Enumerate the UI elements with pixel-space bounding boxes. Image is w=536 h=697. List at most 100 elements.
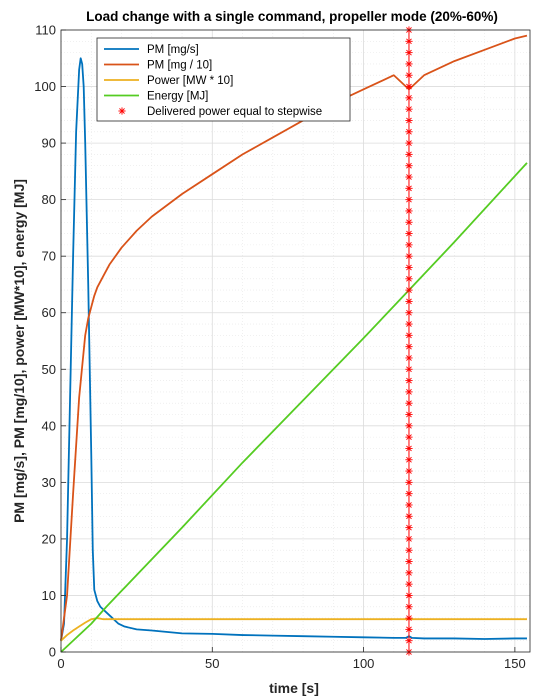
y-tick-label: 20 [42,531,56,546]
plot-frame [60,29,531,653]
star-marker [405,422,413,430]
star-marker [405,637,413,645]
y-tick-label: 40 [42,418,56,433]
star-marker-stroke [406,615,412,621]
star-marker-stroke [406,287,412,293]
series-line-pm-mg-s [60,57,527,641]
star-marker [405,252,413,260]
star-marker-stroke [406,411,412,418]
star-marker [405,478,413,486]
star-marker-stroke [406,592,412,599]
star-marker [118,107,126,115]
y-tick-label: 10 [42,588,56,603]
series-line-pm-mg-10 [60,34,528,641]
star-marker-stroke [406,128,412,135]
star-marker [405,625,413,633]
star-marker-stroke [406,83,412,90]
series-delivered-power-markers [405,26,413,656]
star-marker [405,410,413,419]
y-tick-label: 60 [42,305,56,320]
star-marker-stroke [406,547,412,554]
star-marker [405,207,413,215]
star-marker [405,286,413,294]
star-marker [405,128,413,136]
chart-title: Load change with a single command, prope… [86,9,498,24]
x-tick-label: 50 [205,656,219,671]
star-marker-stroke [406,524,412,531]
star-marker-stroke [406,434,412,440]
star-marker-stroke [406,185,412,192]
star-marker [405,433,413,441]
star-marker [405,343,413,351]
star-marker [405,173,413,181]
star-marker-stroke [406,242,412,248]
star-marker-stroke [406,626,412,633]
star-marker-stroke [406,140,412,146]
star-marker [405,229,413,238]
star-marker [405,105,413,113]
star-marker-stroke [406,445,412,452]
y-tick-label: 0 [49,645,56,660]
series-line-energy-mj [60,162,528,653]
star-marker-stroke [406,264,412,271]
star-marker [405,546,413,554]
star-marker [405,82,413,91]
star-marker [405,603,413,611]
y-axis-label: PM [mg/s], PM [mg/10], power [MW*10], en… [11,179,27,523]
star-marker-stroke [406,343,412,350]
star-marker [405,297,413,306]
star-marker [405,354,413,362]
star-marker [405,614,413,622]
y-tick-label: 110 [35,23,56,38]
star-marker [405,456,413,464]
star-marker-stroke [406,569,412,576]
y-tick-label: 90 [42,136,56,151]
star-marker-stroke [406,162,412,169]
star-marker-stroke [406,117,412,124]
legend-label-pm-mg-s: PM [mg/s] [147,44,199,56]
star-marker [405,184,413,192]
x-axis-label: time [s] [269,680,319,696]
star-marker [405,376,413,385]
star-marker [405,591,413,600]
star-marker [405,444,413,453]
legend-box [96,37,351,122]
y-tick-label: 70 [42,249,56,264]
star-marker-stroke [406,174,412,180]
star-marker [405,490,413,498]
grid [60,29,530,653]
star-marker [405,37,413,45]
star-marker-stroke [406,106,412,113]
star-marker-stroke [406,275,412,282]
star-marker-stroke [406,49,412,56]
star-marker-stroke [406,536,412,542]
star-marker-stroke [406,366,412,373]
star-marker-stroke [406,151,412,158]
legend: PM [mg/s] PM [mg / 10] Power [MW * 10] Ener… [96,37,351,122]
star-marker [405,49,413,57]
star-marker-stroke [406,603,412,610]
star-marker [405,60,413,68]
star-marker [405,535,413,543]
star-marker [405,263,413,272]
star-marker-stroke [406,253,412,260]
star-marker [405,580,413,588]
star-marker-stroke [406,72,412,79]
star-marker [405,71,413,79]
star-marker [405,388,413,396]
series-line-power-mw-10 [60,617,527,642]
star-marker [405,320,413,328]
star-marker-stroke [406,38,412,45]
x-tick-label: 0 [57,656,64,671]
star-marker [405,557,413,566]
star-marker [405,94,413,102]
legend-label-pm-mg-10: PM [mg / 10] [147,60,212,72]
star-marker [405,512,413,520]
y-tick-label: 50 [42,362,56,377]
series-layer [60,26,528,656]
star-marker-stroke [406,321,412,327]
axis-ticks: 0 50 100 150 0 10 20 30 40 50 60 70 80 90 100 110 [34,23,525,672]
legend-label-power-mw-10: Power [MW * 10] [147,75,233,87]
star-marker-stroke [406,94,412,101]
